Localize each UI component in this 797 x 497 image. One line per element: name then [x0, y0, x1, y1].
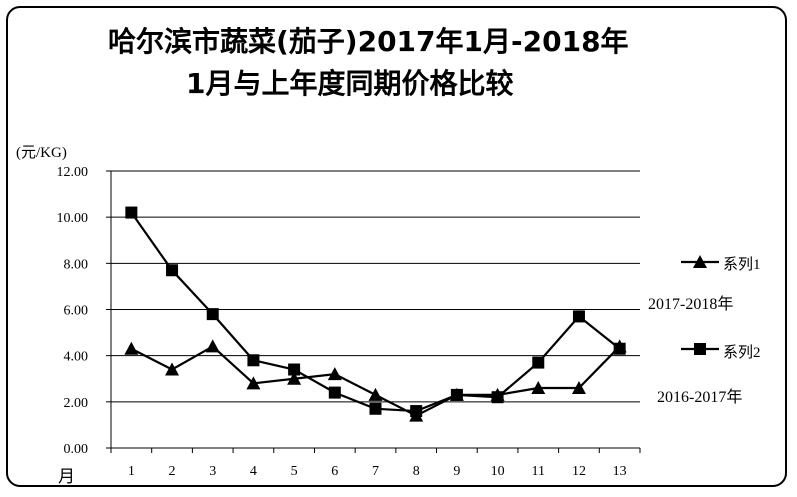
legend-marker-1	[693, 255, 707, 268]
data-point	[571, 380, 586, 394]
data-point	[613, 342, 626, 355]
x-tick-label: 4	[250, 464, 257, 479]
y-tick-label: 6.00	[64, 304, 89, 319]
y-tick-label: 12.00	[57, 165, 89, 180]
data-point	[327, 367, 342, 381]
x-tick-labels: 1 2 3 4 5 6 7 8 9 10 11 12 13	[128, 464, 627, 479]
y-tick-label: 2.00	[64, 396, 89, 411]
data-point	[246, 376, 261, 390]
x-tick-label: 13	[613, 464, 627, 479]
data-point	[572, 310, 585, 323]
x-tick-label: 5	[291, 464, 298, 479]
data-point	[165, 362, 180, 376]
data-point	[410, 405, 423, 418]
series-line-2	[130, 211, 621, 413]
legend-series1-label: 系列1	[723, 257, 761, 273]
x-tick-label: 2	[169, 464, 176, 479]
x-tick-label: 10	[491, 464, 505, 479]
data-point	[287, 371, 302, 385]
gridlines	[111, 170, 640, 449]
data-point	[206, 308, 219, 321]
x-tick-label: 7	[372, 464, 379, 479]
data-point	[369, 402, 382, 415]
data-point	[125, 206, 138, 219]
data-point	[368, 387, 383, 401]
data-point	[531, 380, 546, 394]
data-point	[247, 354, 260, 367]
data-point	[491, 391, 504, 404]
y-tick-label: 0.00	[64, 442, 89, 457]
x-tick-label: 9	[453, 464, 460, 479]
y-tick-label: 8.00	[64, 257, 89, 272]
data-point	[328, 386, 341, 399]
legend-marks	[681, 255, 719, 355]
x-tick-label: 3	[209, 464, 216, 479]
x-axis-label: 月	[58, 467, 75, 486]
x-tick-label: 6	[331, 464, 338, 479]
data-point	[450, 388, 463, 401]
x-tick-label: 8	[413, 464, 420, 479]
y-axis-label: (元/KG)	[16, 145, 67, 161]
y-tick-label: 4.00	[64, 350, 89, 365]
series2-period-label: 2017-2018年	[648, 296, 734, 313]
y-tick-label: 10.00	[57, 211, 89, 226]
legend-series2-label: 系列2	[723, 345, 761, 361]
chart-title-line2: 1月与上年度同期价格比较	[186, 67, 514, 100]
series-lines	[124, 206, 627, 422]
y-tick-labels: 0.00 2.00 4.00 6.00 8.00 10.00 12.00	[57, 165, 89, 457]
x-tick-label: 11	[532, 464, 545, 479]
data-point	[288, 363, 301, 376]
data-point	[124, 341, 139, 355]
series1-period-label: 2016-2017年	[657, 389, 743, 406]
chart-title-line1: 哈尔滨市蔬菜(茄子)2017年1月-2018年	[108, 25, 629, 58]
data-point	[166, 264, 179, 277]
chart-frame	[6, 6, 787, 487]
axes	[106, 170, 641, 453]
legend-marker-2	[694, 343, 706, 355]
data-point	[205, 339, 220, 353]
x-tick-label: 1	[128, 464, 135, 479]
x-tick-label: 12	[572, 464, 586, 479]
data-point	[532, 356, 545, 369]
